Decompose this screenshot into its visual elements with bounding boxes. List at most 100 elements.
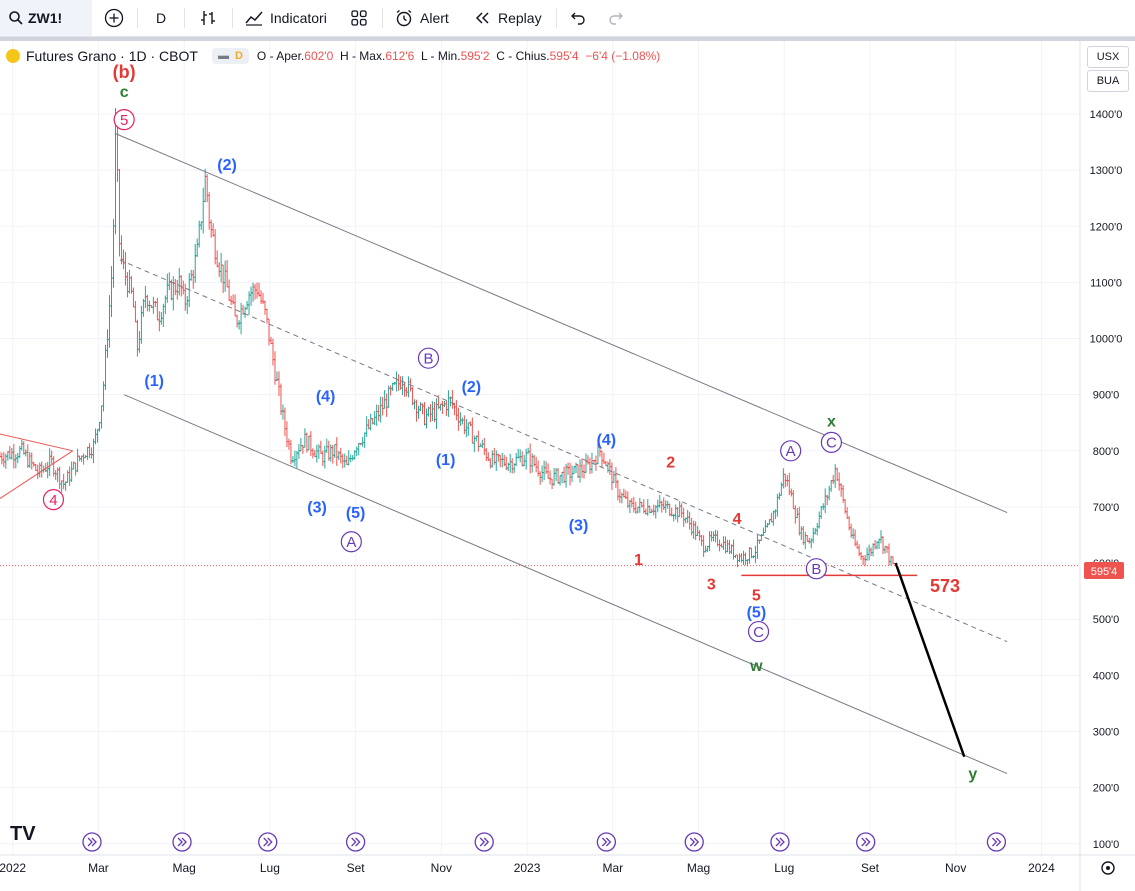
tradingview-logo[interactable]: TV	[10, 823, 36, 845]
currency-unit-button[interactable]: USX	[1087, 46, 1129, 68]
price-bar	[823, 488, 828, 514]
wave-label: (5)	[747, 605, 767, 622]
svg-text:(4): (4)	[597, 432, 617, 449]
compare-button[interactable]	[102, 0, 126, 36]
price-axis[interactable]: 1400'0 1300'0 1200'0 1100'0 1000'0 900'0 800'0…	[1079, 41, 1123, 891]
price-bar	[418, 402, 423, 412]
price-bar	[203, 168, 208, 203]
price-bar	[859, 551, 864, 560]
price-bar	[346, 450, 351, 466]
price-bar	[709, 531, 714, 542]
alert-button[interactable]: Alert	[394, 0, 456, 36]
alarm-clock-icon	[396, 9, 412, 27]
price-bar	[438, 403, 443, 411]
price-bar	[581, 464, 586, 479]
price-bar	[19, 439, 24, 451]
wave-label: 5	[752, 588, 761, 605]
templates-button[interactable]	[348, 0, 370, 36]
price-bar	[819, 505, 824, 520]
event-marker-icon[interactable]	[684, 832, 704, 852]
triangle-upper-line	[0, 433, 73, 452]
price-bar	[251, 282, 256, 302]
price-bar	[191, 269, 196, 289]
symbol-search[interactable]: ZW1!	[0, 0, 92, 36]
price-bar	[831, 474, 836, 484]
price-tick-label: 500'0	[1093, 614, 1120, 626]
price-bar	[177, 267, 182, 296]
symbol-title[interactable]: Futures Grano · 1D · CBOT	[26, 48, 198, 64]
price-bar	[576, 464, 581, 479]
event-marker-icon[interactable]	[596, 832, 617, 852]
top-toolbar: ZW1! D Indicatori Alert Replay	[0, 0, 1135, 37]
price-bar	[255, 282, 260, 299]
price-bar	[364, 416, 369, 437]
price-bar	[219, 252, 224, 283]
support-level-label: 573	[930, 576, 960, 596]
event-marker-icon[interactable]	[856, 832, 876, 852]
divider	[137, 8, 138, 28]
price-bar	[265, 308, 270, 324]
time-tick-label: Mar	[602, 861, 623, 875]
price-bar	[396, 374, 401, 391]
price-bars	[0, 108, 895, 568]
event-marker-icon[interactable]	[770, 832, 790, 852]
price-tick-label: 400'0	[1093, 670, 1120, 682]
price-bar	[871, 543, 876, 557]
price-bar	[103, 344, 108, 390]
price-bar	[693, 521, 698, 541]
wave-label: (2)	[462, 379, 482, 396]
svg-text:TV: TV	[10, 823, 36, 845]
event-marker-icon[interactable]	[172, 832, 192, 852]
price-bar	[703, 545, 708, 553]
interval-button[interactable]: D	[152, 0, 170, 36]
divider	[232, 8, 233, 28]
price-bar	[67, 466, 72, 486]
price-bar	[310, 448, 315, 459]
price-bar	[542, 460, 547, 481]
price-bar	[747, 547, 752, 564]
alert-label: Alert	[420, 10, 449, 26]
price-bar	[278, 383, 283, 416]
price-bar	[378, 396, 383, 423]
price-bar	[412, 399, 417, 410]
price-chart[interactable]: (b)c5(2)(1)(4)(3) (5)AB(2)(1)(3)(4)12345(…	[0, 41, 1135, 891]
price-tick-label: 1000'0	[1090, 334, 1123, 346]
price-bar	[558, 475, 563, 486]
event-marker-icon[interactable]	[986, 832, 1007, 852]
event-marker-icon[interactable]	[345, 832, 366, 852]
event-marker-icon[interactable]	[474, 832, 494, 852]
undo-button[interactable]	[568, 0, 588, 36]
svg-text:C: C	[826, 435, 837, 452]
price-bar	[629, 498, 634, 508]
time-axis[interactable]: 2022 Mar Mag Lug Set Nov 2023 Mar Mag Lug Set Nov 20…	[0, 854, 1135, 875]
price-bar	[270, 338, 275, 366]
wave-label: (1)	[144, 373, 164, 390]
price-bar	[0, 452, 4, 465]
price-bar	[306, 435, 311, 451]
price-bar	[885, 546, 890, 553]
price-bar	[69, 461, 74, 483]
replay-button[interactable]: Replay	[474, 0, 546, 36]
wave-label: 3	[707, 576, 716, 593]
price-bar	[95, 429, 100, 443]
settings-gear[interactable]	[1101, 861, 1115, 875]
price-bar	[111, 219, 116, 288]
price-bar	[145, 294, 150, 312]
last-price-label: 595'4	[1091, 566, 1118, 578]
price-bar	[603, 460, 608, 467]
event-marker-icon[interactable]	[258, 832, 278, 852]
price-bar	[494, 450, 499, 471]
price-bar	[368, 413, 373, 431]
price-bar	[687, 511, 692, 530]
unit-type-button[interactable]: BUA	[1087, 70, 1129, 92]
event-marker-icon[interactable]	[82, 832, 102, 852]
price-bar	[239, 302, 244, 335]
price-bar	[155, 297, 160, 321]
chart-type-button[interactable]	[198, 0, 218, 36]
redo-button[interactable]	[606, 0, 626, 36]
price-bar	[691, 520, 696, 539]
price-bar	[827, 485, 832, 501]
indicators-button[interactable]: Indicatori	[244, 0, 334, 36]
svg-text:1: 1	[634, 552, 643, 569]
price-bar	[863, 554, 868, 567]
